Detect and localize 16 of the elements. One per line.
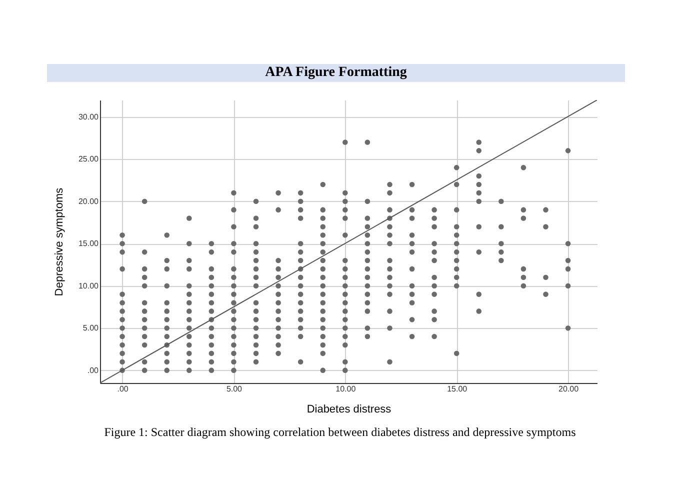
- y-tick-label: 20.00: [78, 196, 100, 206]
- y-tick-label: 25.00: [78, 154, 100, 164]
- x-tick-label: 10.00: [336, 384, 356, 394]
- y-axis-title: Depressive symptoms: [53, 187, 66, 296]
- y-tick-label: 5.00: [82, 324, 100, 333]
- chart-title: APA Figure Formatting: [47, 64, 625, 82]
- y-tick-label: 30.00: [78, 112, 100, 122]
- y-tick-label: .00: [87, 366, 100, 375]
- x-tick-label: 5.00: [226, 384, 243, 394]
- x-tick-label: .00: [117, 384, 129, 394]
- x-axis-title: Diabetes distress: [306, 404, 392, 416]
- x-tick-label: 20.00: [558, 384, 580, 394]
- caption: Figure 1: Scatter diagram showing correlation between diabetes distress and depressive symptoms: [103, 425, 577, 440]
- y-tick-label: 15.00: [78, 239, 100, 248]
- y-tick-label: 10.00: [78, 281, 100, 290]
- x-tick-label: 15.00: [447, 384, 468, 394]
